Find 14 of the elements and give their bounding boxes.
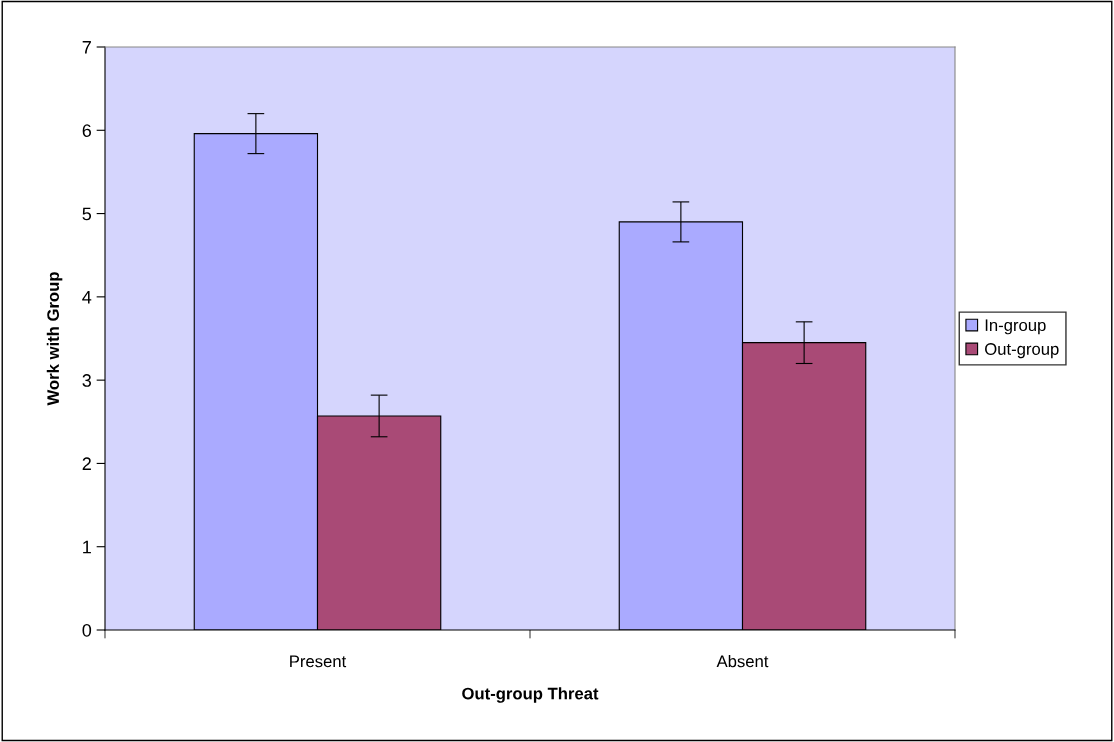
y-axis-title: Work with Group [46, 272, 63, 406]
y-tick-label: 3 [82, 374, 92, 387]
y-tick-label: 4 [82, 290, 92, 304]
y-tick-label: 2 [82, 457, 91, 470]
y-tick-label: 7 [82, 41, 91, 54]
x-axis-title: Out-group Threat [462, 687, 599, 703]
x-tick-label: Absent [716, 655, 769, 668]
y-tick-label: 0 [82, 623, 92, 637]
x-tick-label: Present [290, 655, 347, 668]
legend-label: Out-group [985, 343, 1059, 359]
y-tick-label: 6 [82, 124, 92, 138]
y-tick-label: 1 [83, 540, 91, 554]
legend-label: In-group [985, 319, 1046, 335]
y-tick-label: 5 [82, 207, 92, 221]
